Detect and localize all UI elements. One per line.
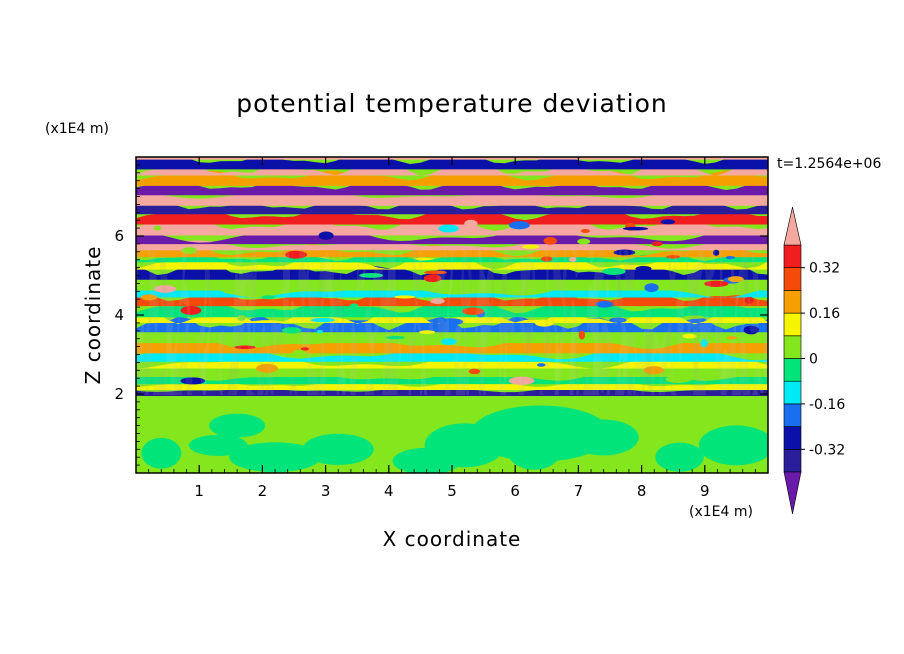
field-patch — [698, 425, 768, 466]
x-tick-label: 4 — [384, 482, 394, 500]
noise-overlay — [136, 250, 768, 395]
x-tick-label: 2 — [258, 482, 268, 500]
field-patch — [655, 442, 704, 472]
field-patch — [141, 437, 182, 469]
z-tick-label: 6 — [114, 227, 124, 245]
x-tick-label: 6 — [510, 482, 520, 500]
colorbar-label: 0.32 — [809, 261, 840, 277]
field-eddy — [577, 238, 591, 245]
field-patch — [568, 419, 639, 456]
colorbar-segment — [783, 335, 802, 359]
z-unit-label: (x1E4 m) — [45, 121, 109, 137]
colorbar-segment — [783, 403, 802, 427]
field-eddy — [153, 225, 162, 231]
x-tick-label: 3 — [321, 482, 331, 500]
contour-band — [136, 140, 768, 154]
z-tick-label: 4 — [114, 306, 124, 324]
field-patch — [424, 423, 505, 468]
field-eddy — [509, 221, 530, 230]
field-eddy — [464, 219, 478, 229]
x-tick-label: 8 — [637, 482, 647, 500]
colorbar-extend-bottom — [783, 471, 802, 515]
x-unit-label: (x1E4 m) — [689, 504, 753, 520]
z-axis: 2 4 6 — [114, 164, 768, 466]
x-axis: 1 2 3 4 5 6 7 8 9 — [148, 157, 769, 500]
colorbar: 0.32 0.16 0 -0.16 -0.32 — [783, 206, 845, 515]
field-eddy — [622, 226, 649, 231]
plot-area — [135, 140, 769, 474]
field-eddy — [660, 219, 675, 225]
field-patch — [229, 442, 321, 473]
contour-band — [136, 228, 768, 245]
colorbar-segment — [783, 358, 802, 382]
field-eddy — [318, 231, 334, 240]
x-tick-label: 1 — [194, 482, 204, 500]
field-eddy — [438, 224, 459, 233]
field-patch — [302, 433, 374, 465]
x-tick-label: 5 — [447, 482, 457, 500]
z-axis-label: Z coordinate — [81, 246, 105, 385]
colorbar-label: -0.16 — [809, 397, 845, 413]
colorbar-segment — [783, 380, 802, 405]
colorbar-segment — [783, 426, 802, 450]
time-label: t=1.2564e+06 — [777, 156, 881, 172]
colorbar-label: 0.16 — [809, 306, 840, 322]
x-tick-label: 9 — [700, 482, 710, 500]
field-eddy — [543, 237, 558, 245]
colorbar-segment — [783, 244, 802, 269]
contour-band — [136, 239, 768, 251]
chart-title: potential temperature deviation — [236, 89, 667, 118]
colorbar-segment — [783, 312, 802, 337]
colorbar-segment — [783, 290, 802, 314]
colorbar-extend-top — [783, 206, 802, 246]
colorbar-segment — [783, 448, 802, 473]
colorbar-segment — [783, 267, 802, 291]
colorbar-label: 0 — [809, 352, 818, 368]
field-eddy — [580, 228, 590, 233]
contour-band — [136, 181, 768, 196]
field-patch — [209, 413, 266, 438]
z-tick-label: 2 — [114, 385, 124, 403]
x-tick-label: 7 — [574, 482, 584, 500]
field-eddy — [651, 241, 663, 247]
colorbar-label: -0.32 — [809, 442, 845, 458]
x-axis-label: X coordinate — [383, 527, 522, 551]
field-eddy — [522, 244, 540, 249]
field-patch — [188, 434, 248, 456]
